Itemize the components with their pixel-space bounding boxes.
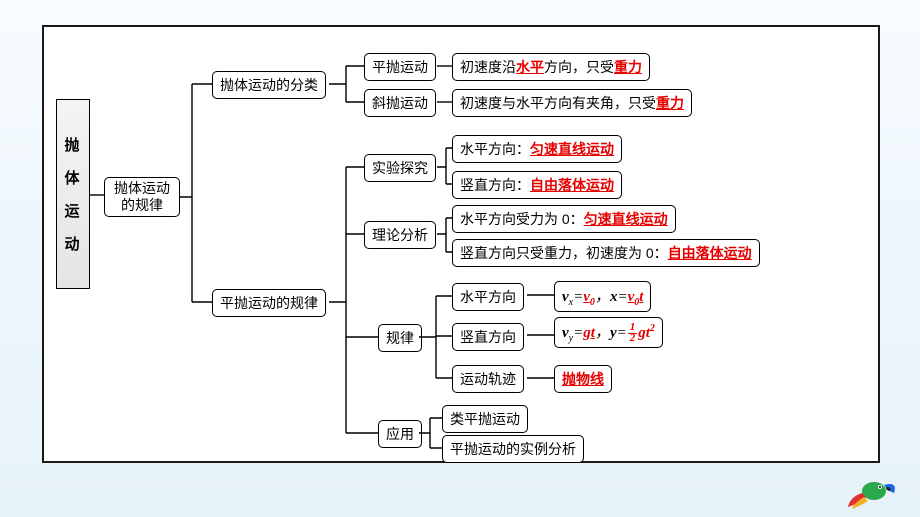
root-c3: 运: [64, 200, 81, 221]
root-c4: 动: [64, 233, 81, 254]
connectors: [90, 27, 890, 467]
root-c2: 体: [64, 167, 81, 188]
root-c1: 抛: [64, 134, 81, 155]
parrot-icon: [844, 463, 900, 511]
root: 抛 体 运 动: [56, 99, 90, 289]
